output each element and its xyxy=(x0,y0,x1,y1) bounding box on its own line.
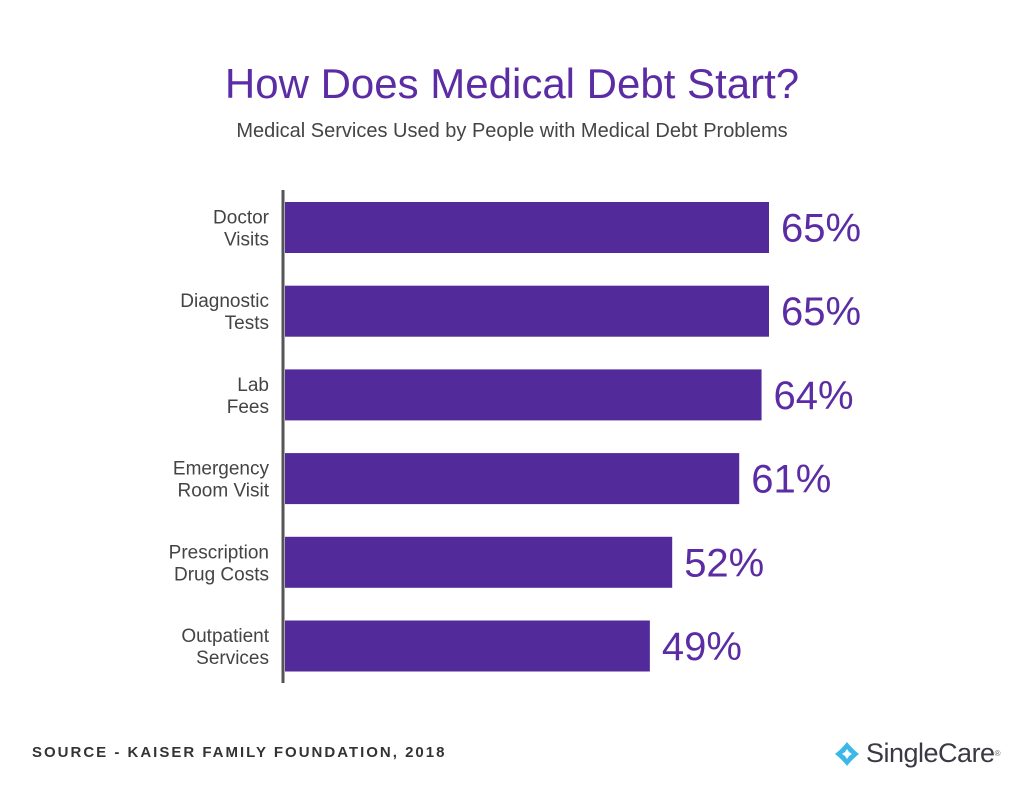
singlecare-logo: SingleCare ® xyxy=(834,738,1000,769)
logo-text: SingleCare xyxy=(866,738,995,768)
category-label: Emergency xyxy=(173,459,270,480)
category-label: Outpatient xyxy=(181,626,269,647)
bar xyxy=(285,536,673,588)
data-label: 49% xyxy=(662,625,742,669)
bar xyxy=(285,620,650,672)
source-note: SOURCE - KAISER FAMILY FOUNDATION, 2018 xyxy=(32,744,447,761)
category-label: Prescription xyxy=(169,542,269,563)
chart-subtitle: Medical Services Used by People with Med… xyxy=(236,120,788,142)
category-label: Visits xyxy=(224,230,269,251)
chart-title: How Does Medical Debt Start? xyxy=(224,60,800,107)
registered-mark: ® xyxy=(994,749,1001,758)
category-label: Room Visit xyxy=(177,481,269,502)
data-label: 65% xyxy=(781,207,861,251)
data-label: 64% xyxy=(774,374,854,418)
category-label: Services xyxy=(196,648,269,669)
bar xyxy=(285,285,769,337)
category-label: Drug Costs xyxy=(174,564,269,585)
category-label: Diagnostic xyxy=(180,291,269,312)
category-label: Doctor xyxy=(213,208,270,229)
bar xyxy=(285,202,769,253)
bar xyxy=(285,453,740,505)
category-label: Tests xyxy=(225,313,269,334)
bar xyxy=(285,369,762,421)
data-label: 61% xyxy=(751,458,831,502)
category-label: Fees xyxy=(227,397,269,418)
logo-cross-icon xyxy=(835,741,859,766)
data-label: 52% xyxy=(684,541,764,585)
category-label: Lab xyxy=(237,375,269,396)
data-label: 65% xyxy=(781,290,861,334)
